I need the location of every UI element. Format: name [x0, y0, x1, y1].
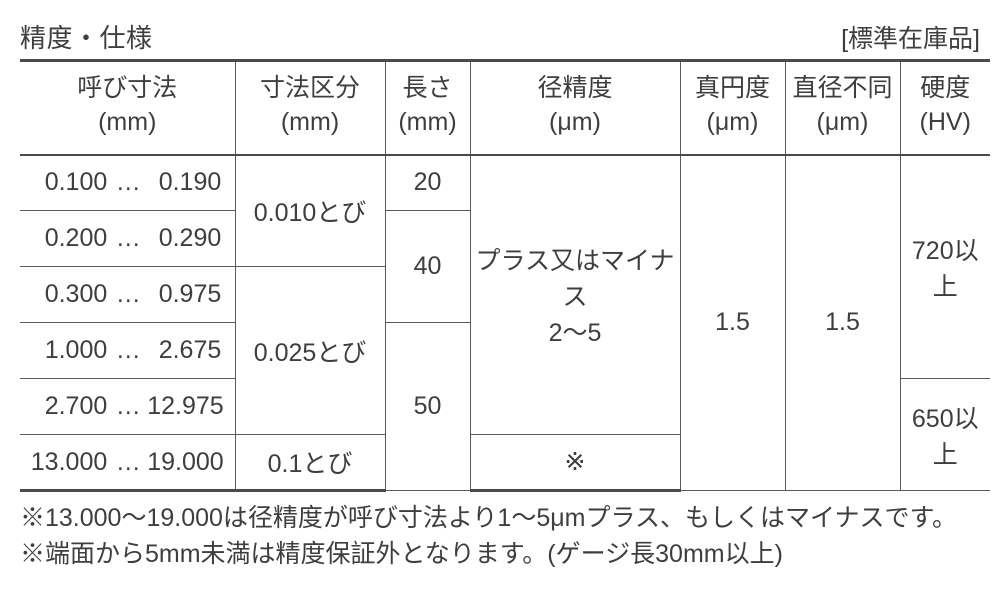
col-round: 真円度(μm): [680, 61, 785, 155]
col-diff: 直径不同(μm): [785, 61, 900, 155]
footnote-2: ※端面から5mm未満は精度保証外となります。(ゲージ長30mm以上): [20, 536, 980, 572]
page-title: 精度・仕様: [20, 18, 153, 55]
col-dim: 呼び寸法(mm): [20, 61, 235, 155]
footnotes: ※13.000〜19.000は径精度が呼び寸法より1〜5μmプラス、もしくはマイ…: [20, 500, 980, 573]
dacc-cell: プラス又はマイナス2〜5: [470, 155, 680, 435]
div-cell: 0.010とび: [235, 155, 385, 267]
col-dacc: 径精度(μm): [470, 61, 680, 155]
hard-cell: 650以上: [900, 379, 990, 491]
diff-cell: 1.5: [785, 155, 900, 491]
dim-cell: 0.300…0.975: [20, 267, 235, 323]
dim-cell: 2.700…12.975: [20, 379, 235, 435]
dim-cell: 13.000…19.000: [20, 435, 235, 491]
dim-cell: 0.200…0.290: [20, 211, 235, 267]
stock-label: [標準在庫品]: [841, 19, 980, 55]
col-hard: 硬度(HV): [900, 61, 990, 155]
table-row: 0.100…0.190 0.010とび 20 プラス又はマイナス2〜5 1.5 …: [20, 155, 990, 211]
col-div: 寸法区分(mm): [235, 61, 385, 155]
div-cell: 0.1とび: [235, 435, 385, 491]
footnote-1: ※13.000〜19.000は径精度が呼び寸法より1〜5μmプラス、もしくはマイ…: [20, 500, 980, 536]
table-header-row: 呼び寸法(mm) 寸法区分(mm) 長さ(mm) 径精度(μm) 真円度(μm)…: [20, 61, 990, 155]
len-cell: 50: [385, 323, 470, 491]
spec-table: 呼び寸法(mm) 寸法区分(mm) 長さ(mm) 径精度(μm) 真円度(μm)…: [20, 59, 990, 492]
dacc-note-cell: ※: [470, 435, 680, 491]
len-cell: 20: [385, 155, 470, 211]
len-cell: 40: [385, 211, 470, 323]
col-len: 長さ(mm): [385, 61, 470, 155]
div-cell: 0.025とび: [235, 267, 385, 435]
dim-cell: 0.100…0.190: [20, 155, 235, 211]
hard-cell: 720以上: [900, 155, 990, 379]
dim-cell: 1.000…2.675: [20, 323, 235, 379]
round-cell: 1.5: [680, 155, 785, 491]
